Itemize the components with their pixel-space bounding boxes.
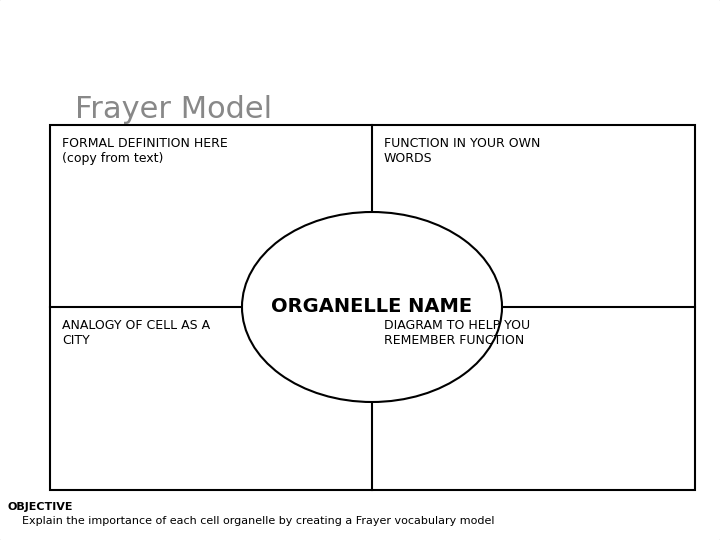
Text: DIAGRAM TO HELP YOU
REMEMBER FUNCTION: DIAGRAM TO HELP YOU REMEMBER FUNCTION [384, 319, 530, 347]
Bar [50, 125, 695, 490]
Text: ORGANELLE NAME: ORGANELLE NAME [271, 298, 472, 316]
Text: FORMAL DEFINITION HERE
(copy from text): FORMAL DEFINITION HERE (copy from text) [62, 137, 228, 165]
Text: Explain the importance of each cell organelle by creating a Frayer vocabulary mo: Explain the importance of each cell orga… [8, 516, 495, 526]
Text: FUNCTION IN YOUR OWN
WORDS: FUNCTION IN YOUR OWN WORDS [384, 137, 541, 165]
Ellipse shape [242, 212, 502, 402]
Text: Frayer Model: Frayer Model [75, 95, 272, 124]
Text: ANALOGY OF CELL AS A
CITY: ANALOGY OF CELL AS A CITY [62, 319, 210, 347]
Text: OBJECTIVE: OBJECTIVE [8, 502, 73, 512]
